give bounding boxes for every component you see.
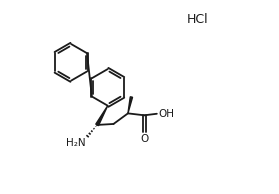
Polygon shape bbox=[128, 97, 133, 113]
Polygon shape bbox=[96, 106, 108, 126]
Text: O: O bbox=[140, 134, 148, 144]
Text: OH: OH bbox=[158, 109, 174, 119]
Text: H₂N: H₂N bbox=[66, 138, 86, 148]
Text: HCl: HCl bbox=[186, 13, 208, 26]
